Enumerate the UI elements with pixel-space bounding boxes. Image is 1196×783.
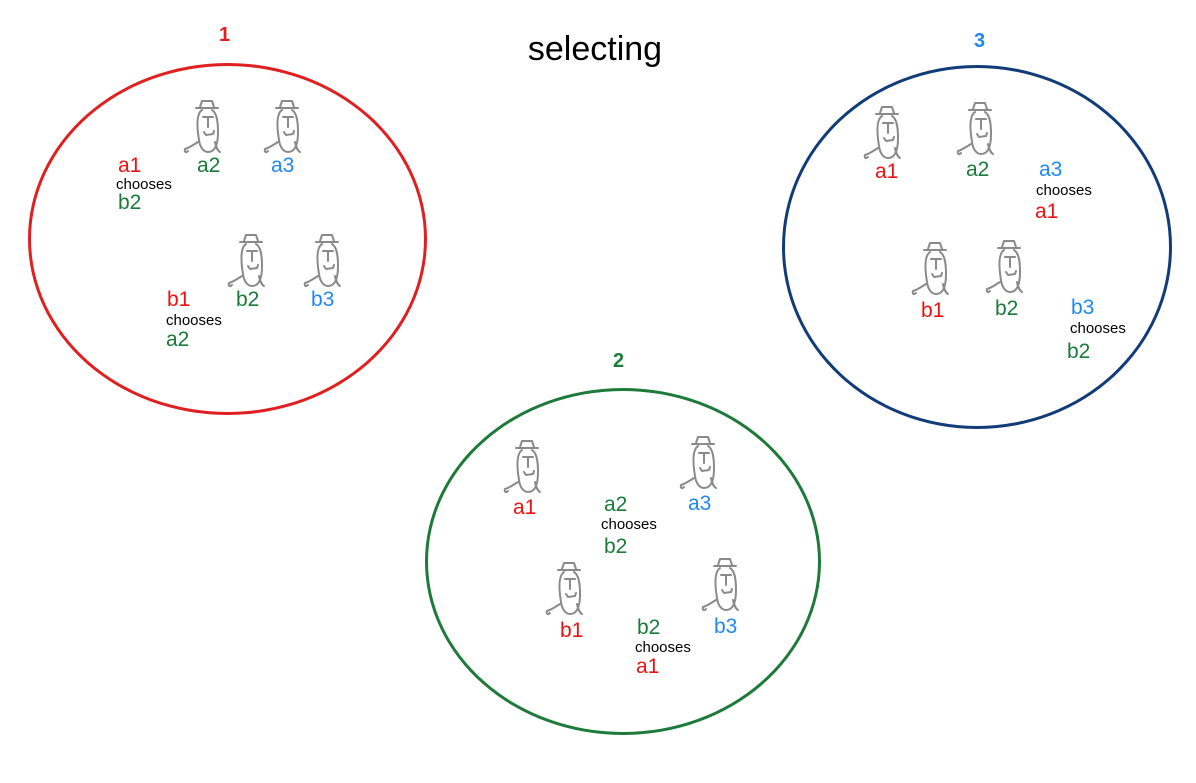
person-icon <box>700 556 750 618</box>
person-icon <box>984 238 1034 300</box>
chooser-label: a3 <box>1039 158 1063 181</box>
person-icon <box>862 104 912 166</box>
agent-label: a3 <box>271 154 295 177</box>
agent-label: b1 <box>921 299 945 322</box>
agent-label: b2 <box>995 297 1019 320</box>
agent-label: b3 <box>714 615 738 638</box>
person-icon <box>226 232 276 294</box>
agent-label: b3 <box>311 288 335 311</box>
chosen-label: a1 <box>1035 200 1059 223</box>
chooses-text: chooses <box>116 176 172 193</box>
agent-label: b1 <box>167 288 191 311</box>
agent-label: a2 <box>966 158 990 181</box>
group-1-circle <box>28 63 427 415</box>
chosen-label: b2 <box>118 191 142 214</box>
agent-label: a1 <box>513 496 537 519</box>
chooses-text: chooses <box>601 516 657 533</box>
agent-label: b2 <box>236 288 260 311</box>
group-2-circle <box>425 388 821 735</box>
person-icon <box>910 240 960 302</box>
chosen-label: a2 <box>166 328 190 351</box>
agent-label: a3 <box>688 492 712 515</box>
person-icon <box>302 232 352 294</box>
chooses-text: chooses <box>635 639 691 656</box>
chosen-label: b2 <box>1067 340 1091 363</box>
chooser-label: a1 <box>118 154 142 177</box>
group-3-label: 3 <box>974 30 986 52</box>
person-icon <box>182 98 232 160</box>
agent-label: a2 <box>197 154 221 177</box>
person-icon <box>955 100 1005 162</box>
group-2-label: 2 <box>613 350 625 372</box>
person-icon <box>262 98 312 160</box>
chosen-label: b2 <box>604 535 628 558</box>
chooses-text: chooses <box>1036 182 1092 199</box>
chooses-text: chooses <box>1070 320 1126 337</box>
agent-label: b1 <box>560 619 584 642</box>
group-3-circle <box>782 65 1172 429</box>
group-1-label: 1 <box>219 24 231 46</box>
chosen-label: a1 <box>636 655 660 678</box>
chooses-text: chooses <box>166 312 222 329</box>
chooser-label: b2 <box>637 616 661 639</box>
chooser-label: b3 <box>1071 296 1095 319</box>
diagram-title: selecting <box>527 30 663 68</box>
person-icon <box>502 438 552 500</box>
person-icon <box>678 434 728 496</box>
person-icon <box>544 560 594 622</box>
chooser-label: a2 <box>604 493 628 516</box>
agent-label: a1 <box>875 160 899 183</box>
